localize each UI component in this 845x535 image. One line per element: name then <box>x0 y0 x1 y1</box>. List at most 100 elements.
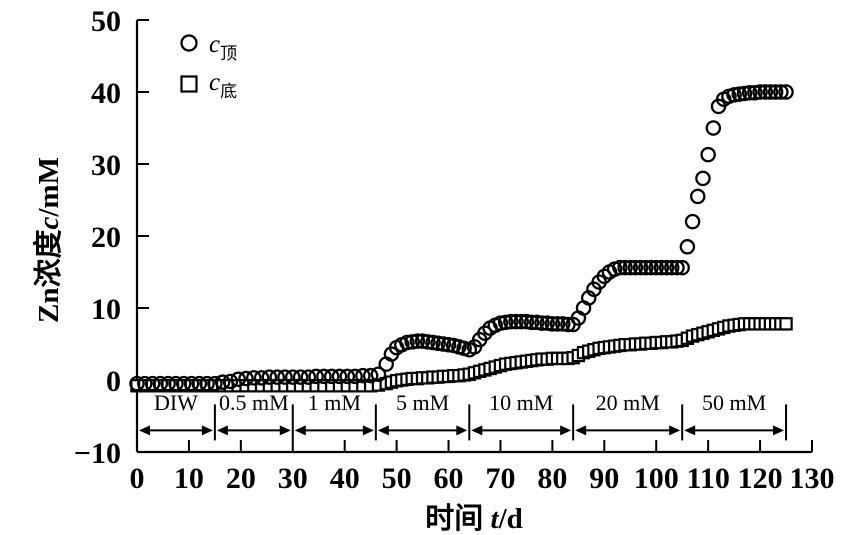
x-tick-label: 60 <box>434 462 464 495</box>
y-axis-tick-labels: −10 0 10 20 30 40 50 <box>74 5 121 470</box>
phase-label: 1 mM <box>308 390 361 415</box>
phase-label: 10 mM <box>489 390 553 415</box>
phase-label: 20 mM <box>596 390 660 415</box>
phase-arrow-head-right <box>201 425 213 436</box>
data-point-circle <box>199 375 215 392</box>
data-point-circle <box>648 259 664 276</box>
data-point-circle <box>339 368 356 385</box>
phase-arrow-head-right <box>669 425 681 436</box>
phase-arrow-head-right <box>560 425 572 436</box>
legend-item-c-top: c顶 <box>180 31 237 63</box>
phase-arrow-head-left <box>471 425 483 436</box>
data-point-circle <box>778 84 794 100</box>
phase-arrow-head-left <box>216 425 228 436</box>
data-point-circle <box>331 368 348 385</box>
data-point-circle <box>207 375 223 392</box>
data-point-circle <box>152 375 169 392</box>
legend-label-c-bottom: c底 <box>209 69 237 101</box>
phase-arrow-head-left <box>139 425 150 436</box>
data-point-circle <box>690 188 706 205</box>
data-point-circle <box>191 375 208 392</box>
x-tick-label: 70 <box>485 462 515 495</box>
data-point-circle <box>747 84 763 101</box>
data-point-circle <box>617 259 633 276</box>
data-point-circle <box>404 334 420 350</box>
data-point-circle <box>669 259 685 276</box>
data-point-circle <box>175 375 192 392</box>
phase-arrow-head-right <box>456 425 468 436</box>
x-tick-label: 130 <box>790 462 835 495</box>
data-point-circle <box>539 315 555 331</box>
data-point-circle <box>534 315 550 331</box>
y-tick-label: 20 <box>91 221 121 254</box>
data-point-circle <box>168 375 184 392</box>
data-point-circle <box>549 316 566 332</box>
chart-legend: c顶 c底 <box>180 31 237 101</box>
data-point-circle <box>477 325 493 341</box>
data-point-circle <box>261 369 278 385</box>
data-point-circle <box>430 335 446 352</box>
data-point-circle <box>269 369 285 385</box>
data-point-circle <box>308 368 324 385</box>
data-point-circle <box>513 313 529 330</box>
x-tick-label: 10 <box>174 462 204 495</box>
data-point-circle <box>658 259 675 276</box>
phase-arrow-head-left <box>377 425 389 436</box>
data-point-circle <box>736 85 753 102</box>
data-point-circle <box>425 334 441 351</box>
data-point-circle <box>731 86 748 102</box>
phase-label: 5 mM <box>396 390 449 415</box>
data-point-circle <box>183 375 200 392</box>
x-tick-label: 120 <box>738 462 783 495</box>
x-tick-label: 20 <box>226 462 256 495</box>
data-point-circle <box>627 259 644 276</box>
data-point-circle <box>414 333 431 349</box>
data-point-circle <box>638 259 654 276</box>
data-point-circle <box>674 259 690 276</box>
x-tick-label: 50 <box>382 462 412 495</box>
data-point-circle <box>409 333 426 349</box>
data-point-circle <box>726 87 742 103</box>
phase-arrow-head-right <box>279 425 291 436</box>
phase-label: DIW <box>154 390 198 415</box>
phase-label: 0.5 mM <box>219 390 289 415</box>
data-point-circle <box>285 369 301 385</box>
series-c-bottom <box>130 317 793 393</box>
data-point-circle <box>347 368 363 385</box>
x-axis-title: 时间 t/d <box>425 502 523 535</box>
data-point-circle <box>695 170 711 187</box>
y-axis-title: Zn浓度c/mM <box>32 157 65 323</box>
data-point-circle <box>370 366 387 382</box>
data-point-circle <box>440 336 457 353</box>
phase-arrow-head-right <box>362 425 374 436</box>
data-point-circle <box>420 334 436 350</box>
x-tick-label: 100 <box>634 462 679 495</box>
series-c-top <box>129 84 794 392</box>
x-tick-label: 30 <box>278 462 308 495</box>
data-point-circle <box>518 313 535 330</box>
x-axis-ticks <box>136 440 813 452</box>
data-point-circle <box>222 373 239 390</box>
phase-arrow-head-left <box>294 425 306 436</box>
data-point-circle <box>323 368 340 385</box>
phase-label: 50 mM <box>702 390 766 415</box>
legend-marker-circle <box>180 34 198 52</box>
data-point-circle <box>773 84 789 100</box>
data-point-circle <box>508 313 524 330</box>
legend-label-c-top: c顶 <box>209 31 237 63</box>
data-point-circle <box>664 259 680 276</box>
phase-annotations: DIW 0.5 mM 1 mM 5 mM 10 mM 20 mM 50 mM <box>139 390 788 441</box>
data-point-circle <box>523 314 540 331</box>
data-point-circle <box>741 84 758 101</box>
data-point-circle <box>497 314 514 331</box>
x-tick-label: 40 <box>330 462 360 495</box>
data-point-circle <box>632 259 649 276</box>
data-point-circle <box>653 259 670 276</box>
data-point-square <box>779 317 793 331</box>
data-point-circle <box>137 375 153 392</box>
data-point-circle <box>767 84 784 100</box>
legend-marker-square <box>180 75 198 93</box>
data-point-circle <box>700 146 716 163</box>
data-point-circle <box>679 239 696 255</box>
